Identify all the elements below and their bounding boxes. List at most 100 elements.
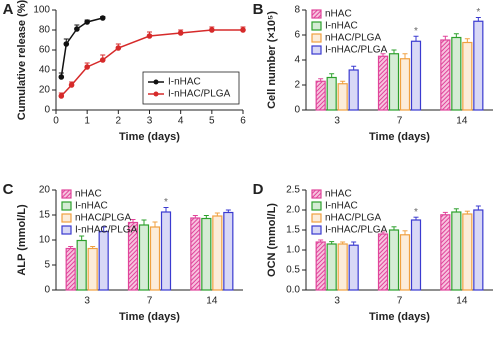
panel-label: C xyxy=(3,181,14,198)
bar xyxy=(337,243,348,291)
y-tick-label: 40 xyxy=(39,65,51,76)
bar xyxy=(138,224,150,291)
legend-label: I-nHAC/PLGA xyxy=(168,89,231,100)
bar xyxy=(462,213,473,291)
x-axis-title: Time (days) xyxy=(119,311,180,323)
legend-label: nHAC/PLGA xyxy=(325,33,381,44)
x-tick-label: 2 xyxy=(116,116,122,127)
y-tick-label: 5 xyxy=(44,260,50,271)
bar xyxy=(160,211,172,291)
legend-label: I-nHAC xyxy=(325,201,358,212)
panel-label: B xyxy=(253,1,264,18)
bar xyxy=(223,211,234,291)
y-tick-label: 0.0 xyxy=(286,285,300,296)
bar xyxy=(315,241,326,291)
legend-swatch xyxy=(61,189,72,199)
bar xyxy=(410,219,422,291)
x-tick-label: 3 xyxy=(84,296,90,307)
point xyxy=(146,33,153,39)
legend-swatch xyxy=(311,9,322,19)
legend-label: nHAC xyxy=(325,189,352,200)
legend-swatch xyxy=(311,201,322,211)
bar xyxy=(149,226,161,291)
bar xyxy=(451,211,462,291)
y-tick-label: 2.0 xyxy=(286,205,300,216)
x-tick-label: 7 xyxy=(147,296,153,307)
x-tick-label: 3 xyxy=(147,116,153,127)
significance-mark: * xyxy=(476,7,480,18)
x-tick-label: 14 xyxy=(456,296,468,307)
bar xyxy=(451,36,462,111)
bar xyxy=(87,247,98,291)
bar xyxy=(440,39,451,111)
legend-marker xyxy=(153,91,159,97)
legend-swatch xyxy=(61,225,72,235)
legend-label: I-nHAC xyxy=(325,21,358,32)
y-tick-label: 6 xyxy=(294,30,300,41)
y-tick-label: 8 xyxy=(294,5,300,16)
bar xyxy=(201,217,212,291)
bar xyxy=(348,244,359,291)
bar xyxy=(326,76,337,111)
x-axis-title: Time (days) xyxy=(119,131,180,143)
y-axis-title: Cell number (×10⁵) xyxy=(266,11,278,109)
x-tick-label: 7 xyxy=(397,116,403,127)
bar xyxy=(399,58,411,111)
bar xyxy=(377,55,389,111)
y-tick-label: 0 xyxy=(44,285,50,296)
bar xyxy=(326,243,337,291)
legend-marker xyxy=(153,79,159,85)
point xyxy=(115,45,122,51)
bar xyxy=(348,69,359,111)
y-tick-label: 80 xyxy=(39,25,51,36)
bar xyxy=(388,53,400,111)
point xyxy=(84,64,90,70)
bar xyxy=(410,40,422,111)
point xyxy=(209,27,215,33)
y-tick-label: 0 xyxy=(44,105,50,116)
point xyxy=(63,41,70,47)
x-tick-label: 3 xyxy=(334,116,340,127)
x-tick-label: 4 xyxy=(178,116,184,127)
bar xyxy=(315,80,326,111)
y-tick-label: 10 xyxy=(39,235,51,246)
point xyxy=(74,26,80,32)
y-tick-label: 20 xyxy=(39,85,51,96)
y-axis-title: Cumulative release (%) xyxy=(16,0,28,120)
y-tick-label: 2 xyxy=(294,80,300,91)
y-tick-label: 60 xyxy=(39,45,51,56)
legend-label: I-nHAC xyxy=(75,201,108,212)
y-axis-title: OCN (mmol/L) xyxy=(266,203,278,277)
series-line xyxy=(60,17,103,78)
y-axis-title: ALP (mmol/L) xyxy=(16,204,28,276)
x-tick-label: 14 xyxy=(456,116,468,127)
point xyxy=(177,30,184,36)
legend-swatch xyxy=(61,213,72,223)
legend-label: I-nHAC/PLGA xyxy=(325,225,388,236)
point xyxy=(99,15,106,21)
y-tick-label: 4 xyxy=(294,55,300,66)
legend-label: I-nHAC xyxy=(168,77,201,88)
legend-label: I-nHAC/PLGA xyxy=(325,45,388,56)
legend-label: nHAC/PLGA xyxy=(325,213,381,224)
legend-box xyxy=(142,71,240,105)
bar xyxy=(337,83,348,111)
x-tick-label: 1 xyxy=(84,116,90,127)
bar xyxy=(190,217,201,291)
point xyxy=(84,19,90,25)
panel-label: D xyxy=(253,181,264,198)
point xyxy=(58,93,65,99)
x-tick-label: 7 xyxy=(397,296,403,307)
legend-swatch xyxy=(311,21,322,31)
legend-swatch xyxy=(311,189,322,199)
legend-label: nHAC/PLGA xyxy=(75,213,131,224)
bar xyxy=(473,209,484,291)
x-tick-label: 6 xyxy=(240,116,246,127)
point xyxy=(240,27,246,33)
bar xyxy=(399,234,411,291)
y-tick-label: 20 xyxy=(39,185,51,196)
legend-label: nHAC xyxy=(75,189,102,200)
x-tick-label: 5 xyxy=(209,116,215,127)
x-axis-title: Time (days) xyxy=(369,131,430,143)
